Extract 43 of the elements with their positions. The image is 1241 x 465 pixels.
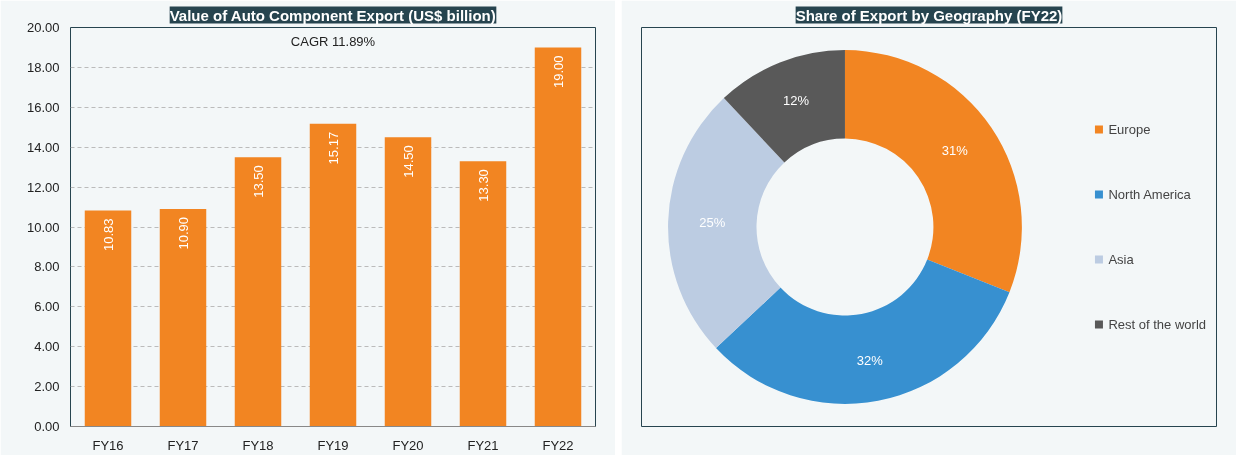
legend-label: Europe bbox=[1108, 121, 1151, 137]
data-label: 10.83 bbox=[100, 218, 116, 251]
x-tick-label: FY21 bbox=[467, 437, 499, 453]
bar bbox=[234, 157, 282, 427]
y-tick-label: 16.00 bbox=[26, 99, 60, 115]
data-label: 15.17 bbox=[325, 131, 341, 165]
bar bbox=[459, 161, 507, 427]
bar bbox=[534, 47, 582, 427]
bar bbox=[159, 209, 207, 427]
y-tick-label: 10.00 bbox=[26, 219, 60, 235]
data-label: 12% bbox=[783, 93, 810, 109]
x-tick-label: FY19 bbox=[317, 437, 349, 453]
x-tick-label: FY17 bbox=[167, 437, 199, 453]
y-tick-label: 4.00 bbox=[34, 339, 60, 355]
legend-label: Rest of the world bbox=[1108, 316, 1206, 332]
bar bbox=[84, 210, 132, 427]
y-tick-label: 6.00 bbox=[34, 299, 60, 315]
data-label: 19.00 bbox=[550, 55, 566, 88]
data-label: 13.30 bbox=[475, 169, 491, 202]
y-tick-label: 8.00 bbox=[34, 259, 60, 275]
y-tick-label: 12.00 bbox=[26, 179, 60, 195]
legend-label: North America bbox=[1108, 186, 1191, 202]
x-tick-label: FY22 bbox=[542, 437, 574, 453]
x-tick-label: FY16 bbox=[92, 437, 124, 453]
y-tick-label: 18.00 bbox=[26, 59, 60, 75]
annotation: CAGR 11.89% bbox=[290, 34, 376, 49]
y-tick-label: 2.00 bbox=[34, 379, 60, 395]
data-label: 13.50 bbox=[250, 165, 266, 198]
bar bbox=[309, 123, 357, 427]
x-tick-label: FY18 bbox=[242, 437, 274, 453]
chart-title: Value of Auto Component Export (US$ billion) bbox=[169, 6, 496, 24]
x-tick-label: FY20 bbox=[392, 437, 424, 453]
y-tick-label: 0.00 bbox=[34, 419, 60, 434]
chart-title: Share of Export by Geography (FY22) bbox=[795, 6, 1063, 24]
data-label: 31% bbox=[941, 143, 969, 159]
data-label: 10.90 bbox=[175, 217, 191, 250]
bar bbox=[384, 137, 432, 427]
y-tick-label: 20.00 bbox=[26, 20, 60, 35]
data-label: 25% bbox=[699, 215, 726, 231]
data-label: 32% bbox=[856, 353, 884, 369]
y-tick-label: 14.00 bbox=[26, 139, 60, 155]
data-label: 14.50 bbox=[400, 145, 416, 178]
legend-label: Asia bbox=[1108, 251, 1134, 267]
